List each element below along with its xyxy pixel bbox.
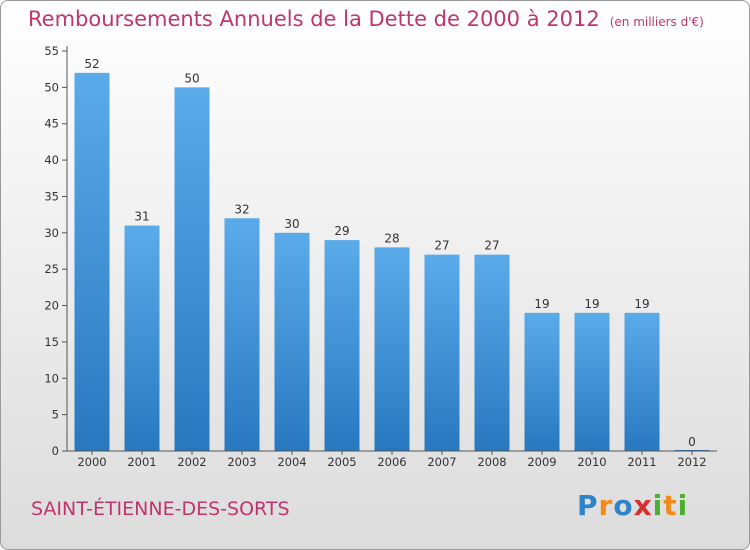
bar [374, 247, 410, 451]
bar-value-label: 28 [384, 231, 399, 245]
chart-title: Remboursements Annuels de la Dette de 20… [28, 7, 704, 31]
y-tick-label: 40 [44, 153, 59, 167]
bar-value-label: 19 [534, 297, 549, 311]
logo-letter: r [598, 489, 614, 522]
bar [274, 232, 310, 451]
bar-value-label: 29 [334, 224, 349, 238]
y-tick-label: 50 [44, 80, 59, 94]
y-tick-label: 55 [44, 44, 59, 58]
bar-value-label: 19 [634, 297, 649, 311]
bar [424, 254, 460, 451]
bar [174, 87, 210, 451]
x-tick-label: 2008 [477, 455, 506, 469]
commune-name: SAINT-ÉTIENNE-DES-SORTS [31, 498, 290, 520]
y-axis: 0 5 10 15 20 25 30 35 40 45 50 55 [44, 44, 68, 458]
bar-value-label: 27 [484, 239, 499, 253]
x-tick-label: 2002 [177, 455, 206, 469]
bar-value-label: 27 [434, 239, 449, 253]
x-tick-label: 2003 [227, 455, 256, 469]
bar-value-label: 30 [284, 217, 299, 231]
x-tick-label: 2007 [427, 455, 456, 469]
logo-letter: P [577, 489, 599, 522]
bar-value-label: 50 [184, 71, 199, 85]
bar [74, 72, 110, 452]
x-tick-label: 2012 [677, 455, 706, 469]
bar [524, 312, 560, 451]
x-tick-label: 2011 [627, 455, 656, 469]
bars: 52 31 50 32 30 29 28 27 27 19 19 19 0 [74, 57, 710, 452]
bar-value-label: 19 [584, 297, 599, 311]
logo-letter: t [663, 489, 678, 522]
y-tick-label: 30 [44, 226, 59, 240]
logo-letter: x [633, 489, 653, 522]
bar-value-label: 31 [134, 210, 149, 224]
bar [474, 254, 510, 451]
y-tick-label: 35 [44, 189, 59, 203]
x-tick-label: 2005 [327, 455, 356, 469]
bar [124, 225, 160, 451]
y-tick-label: 10 [44, 371, 59, 385]
logo-letter: i [652, 489, 664, 522]
bar [574, 312, 610, 451]
bar [624, 312, 660, 451]
logo-letter: i [677, 489, 689, 522]
y-tick-label: 5 [52, 408, 59, 422]
bar [224, 218, 260, 451]
chart-subtitle: (en milliers d'€) [609, 15, 704, 29]
bar-value-label: 32 [234, 202, 249, 216]
y-tick-label: 15 [44, 335, 59, 349]
proxiti-logo: Proxiti [577, 489, 688, 522]
bar-value-label: 0 [688, 435, 696, 449]
y-tick-label: 20 [44, 299, 59, 313]
x-tick-label: 2009 [527, 455, 556, 469]
x-tick-label: 2000 [77, 455, 106, 469]
x-tick-label: 2004 [277, 455, 306, 469]
x-tick-label: 2001 [127, 455, 156, 469]
title-text: Remboursements Annuels de la Dette de 20… [28, 7, 600, 31]
bar [324, 240, 360, 451]
x-axis: 2000 2001 2002 2003 2004 2005 2006 2007 2008 2009… [67, 450, 717, 469]
x-tick-label: 2006 [377, 455, 406, 469]
x-tick-label: 2010 [577, 455, 606, 469]
bar-value-label: 52 [84, 57, 99, 71]
y-tick-label: 0 [52, 444, 59, 458]
y-tick-label: 45 [44, 117, 59, 131]
logo-letter: o [613, 489, 634, 522]
y-tick-label: 25 [44, 262, 59, 276]
